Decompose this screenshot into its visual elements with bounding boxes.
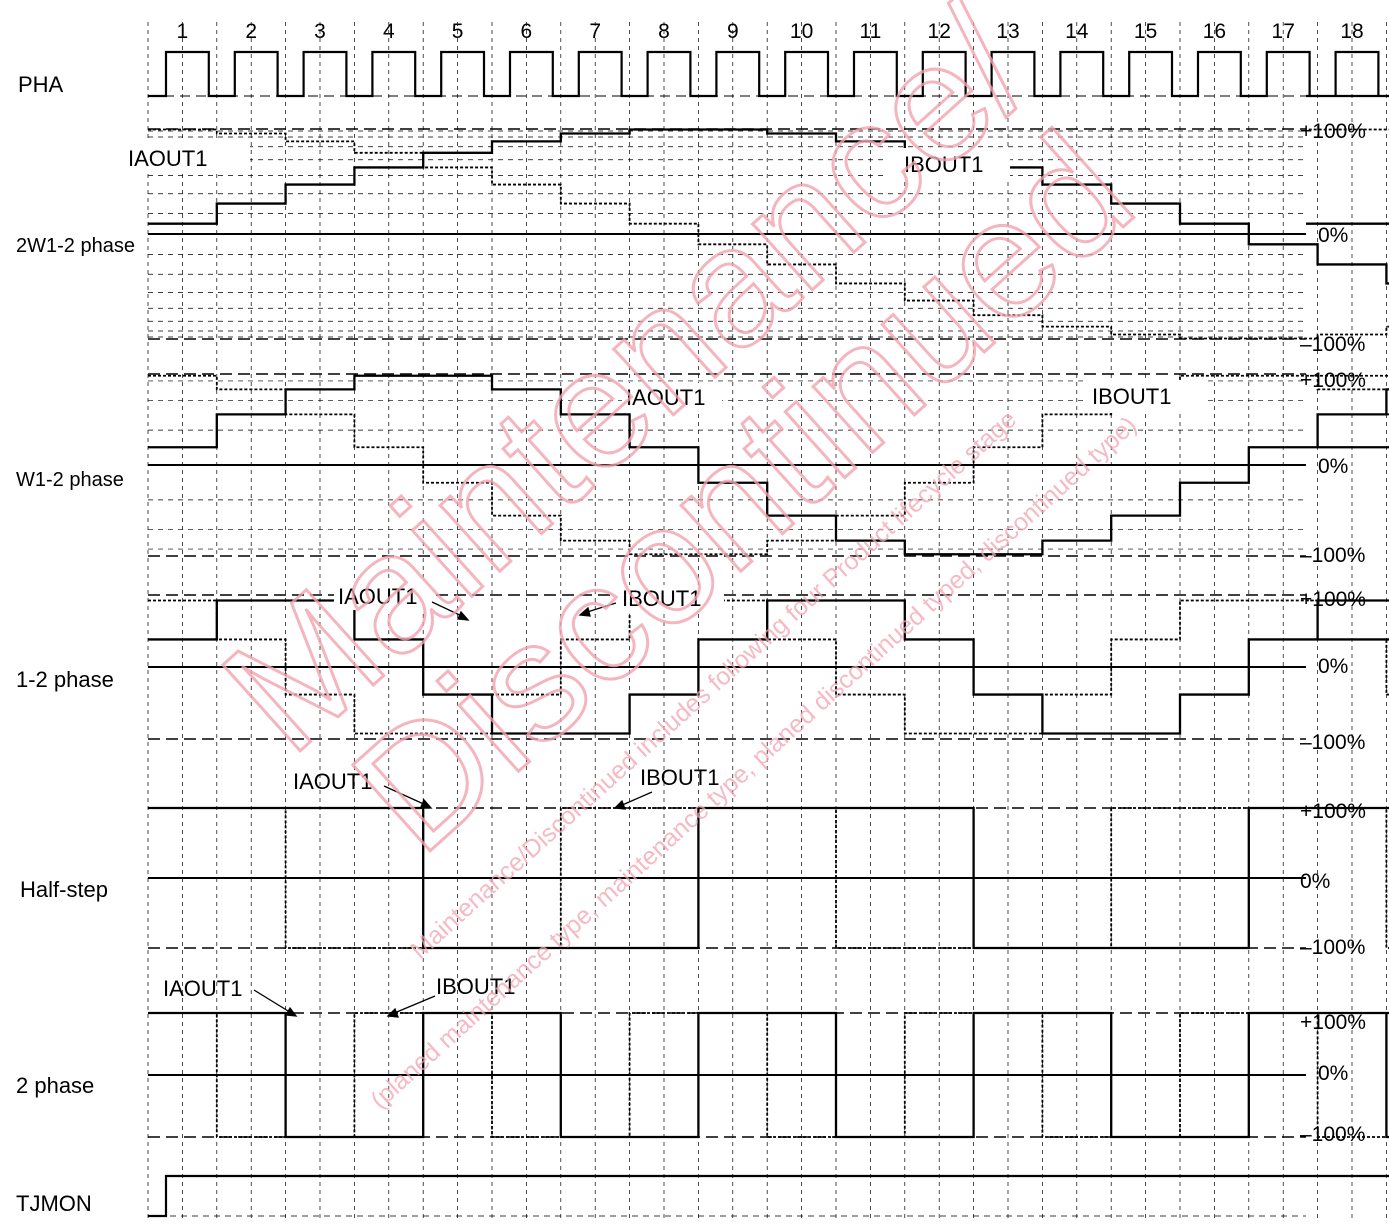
- ibout1-label-2ph: IBOUT1: [436, 974, 515, 999]
- arrowhead-ibout1-12: [578, 606, 591, 617]
- ibout1-waveform: [148, 807, 1389, 949]
- step-number: 5: [452, 20, 464, 43]
- arrowhead-iaout1-half: [420, 798, 433, 809]
- arrowhead-ibout1-2ph: [386, 1007, 399, 1018]
- tick-label-2ph-plus100: +100%: [1300, 1011, 1366, 1034]
- tick-label-12-zero: 0%: [1318, 655, 1348, 678]
- ibout1-label-12: IBOUT1: [622, 586, 701, 611]
- tick-label-w12-plus100: +100%: [1300, 369, 1366, 392]
- arrow-iaout1-half: [383, 785, 429, 807]
- row-label-tjmon: TJMON: [16, 1191, 92, 1216]
- tick-label-12-plus100: +100%: [1300, 588, 1366, 611]
- row-label-w12-phase: W1-2 phase: [16, 469, 124, 491]
- ibout1-waveform: [148, 1012, 1389, 1138]
- tjmon-waveform: [148, 1174, 1389, 1218]
- tick-label-2w12-minus100: –100%: [1300, 333, 1365, 356]
- tick-label-2w12-zero: 0%: [1318, 224, 1348, 247]
- step-number: 4: [383, 20, 395, 43]
- step-number: 18: [1340, 20, 1363, 43]
- pha-clock-waveform: [148, 50, 1389, 98]
- tick-label-half-minus100: –100%: [1300, 936, 1365, 959]
- step-number: 17: [1272, 20, 1295, 43]
- step-number: 10: [790, 20, 813, 43]
- tick-label-2ph-zero: 0%: [1318, 1062, 1348, 1085]
- iaout1-label-12: IAOUT1: [338, 584, 417, 609]
- tick-label-2w12-plus100: +100%: [1300, 120, 1366, 143]
- row-label-12-phase: 1-2 phase: [16, 667, 114, 692]
- step-number: 13: [996, 20, 1019, 43]
- step-number: 16: [1203, 20, 1226, 43]
- row-label-2w12-phase: 2W1-2 phase: [16, 235, 135, 257]
- row-label-pha: PHA: [18, 72, 64, 97]
- step-number: 7: [589, 20, 601, 43]
- ibout1-label-2w12: IBOUT1: [904, 152, 983, 177]
- step-number: 3: [314, 20, 326, 43]
- tick-label-12-minus100: –100%: [1300, 731, 1365, 754]
- tick-label-half-plus100: +100%: [1300, 800, 1366, 823]
- step-number: 14: [1065, 20, 1089, 43]
- label-arrows: [253, 601, 653, 1018]
- arrow-ibout1-2ph: [391, 995, 436, 1015]
- step-number: 9: [727, 20, 739, 43]
- step-number: 8: [658, 20, 670, 43]
- tick-label-w12-zero: 0%: [1318, 455, 1348, 478]
- arrow-iaout1-2ph: [253, 989, 294, 1015]
- step-number: 11: [859, 20, 881, 43]
- tick-label-half-zero: 0%: [1300, 870, 1330, 893]
- ibout1-waveform: [148, 599, 1389, 735]
- iaout1-label-2w12: IAOUT1: [128, 146, 207, 171]
- tick-label-2ph-minus100: –100%: [1300, 1123, 1365, 1146]
- ibout1-label-half: IBOUT1: [640, 765, 719, 790]
- arrowhead-iaout1-2ph: [284, 1006, 298, 1017]
- step-number: 12: [928, 20, 951, 43]
- waveforms: [148, 50, 1389, 1218]
- ibout1-label-w12: IBOUT1: [1092, 384, 1171, 409]
- iaout1-waveform: [148, 374, 1389, 556]
- iaout1-label-w12: IAOUT1: [626, 385, 705, 410]
- step-number: 2: [245, 20, 257, 43]
- tick-label-w12-minus100: –100%: [1300, 544, 1365, 567]
- iaout1-label-2ph: IAOUT1: [163, 976, 242, 1001]
- step-number-labels: 1234567891011121314151617181920212223242…: [177, 20, 1364, 43]
- step-number: 1: [177, 20, 189, 43]
- iaout1-label-half: IAOUT1: [293, 769, 372, 794]
- row-label-2-phase: 2 phase: [16, 1073, 94, 1098]
- arrowhead-iaout1-12: [457, 610, 470, 621]
- iaout1-waveform: [148, 128, 1389, 285]
- ibout1-waveform: [148, 374, 1389, 556]
- row-label-half-step: Half-step: [20, 877, 108, 902]
- step-number: 6: [521, 20, 533, 43]
- step-number: 15: [1134, 20, 1157, 43]
- arrowhead-ibout1-half: [613, 799, 626, 810]
- arrow-ibout1-half: [619, 791, 653, 807]
